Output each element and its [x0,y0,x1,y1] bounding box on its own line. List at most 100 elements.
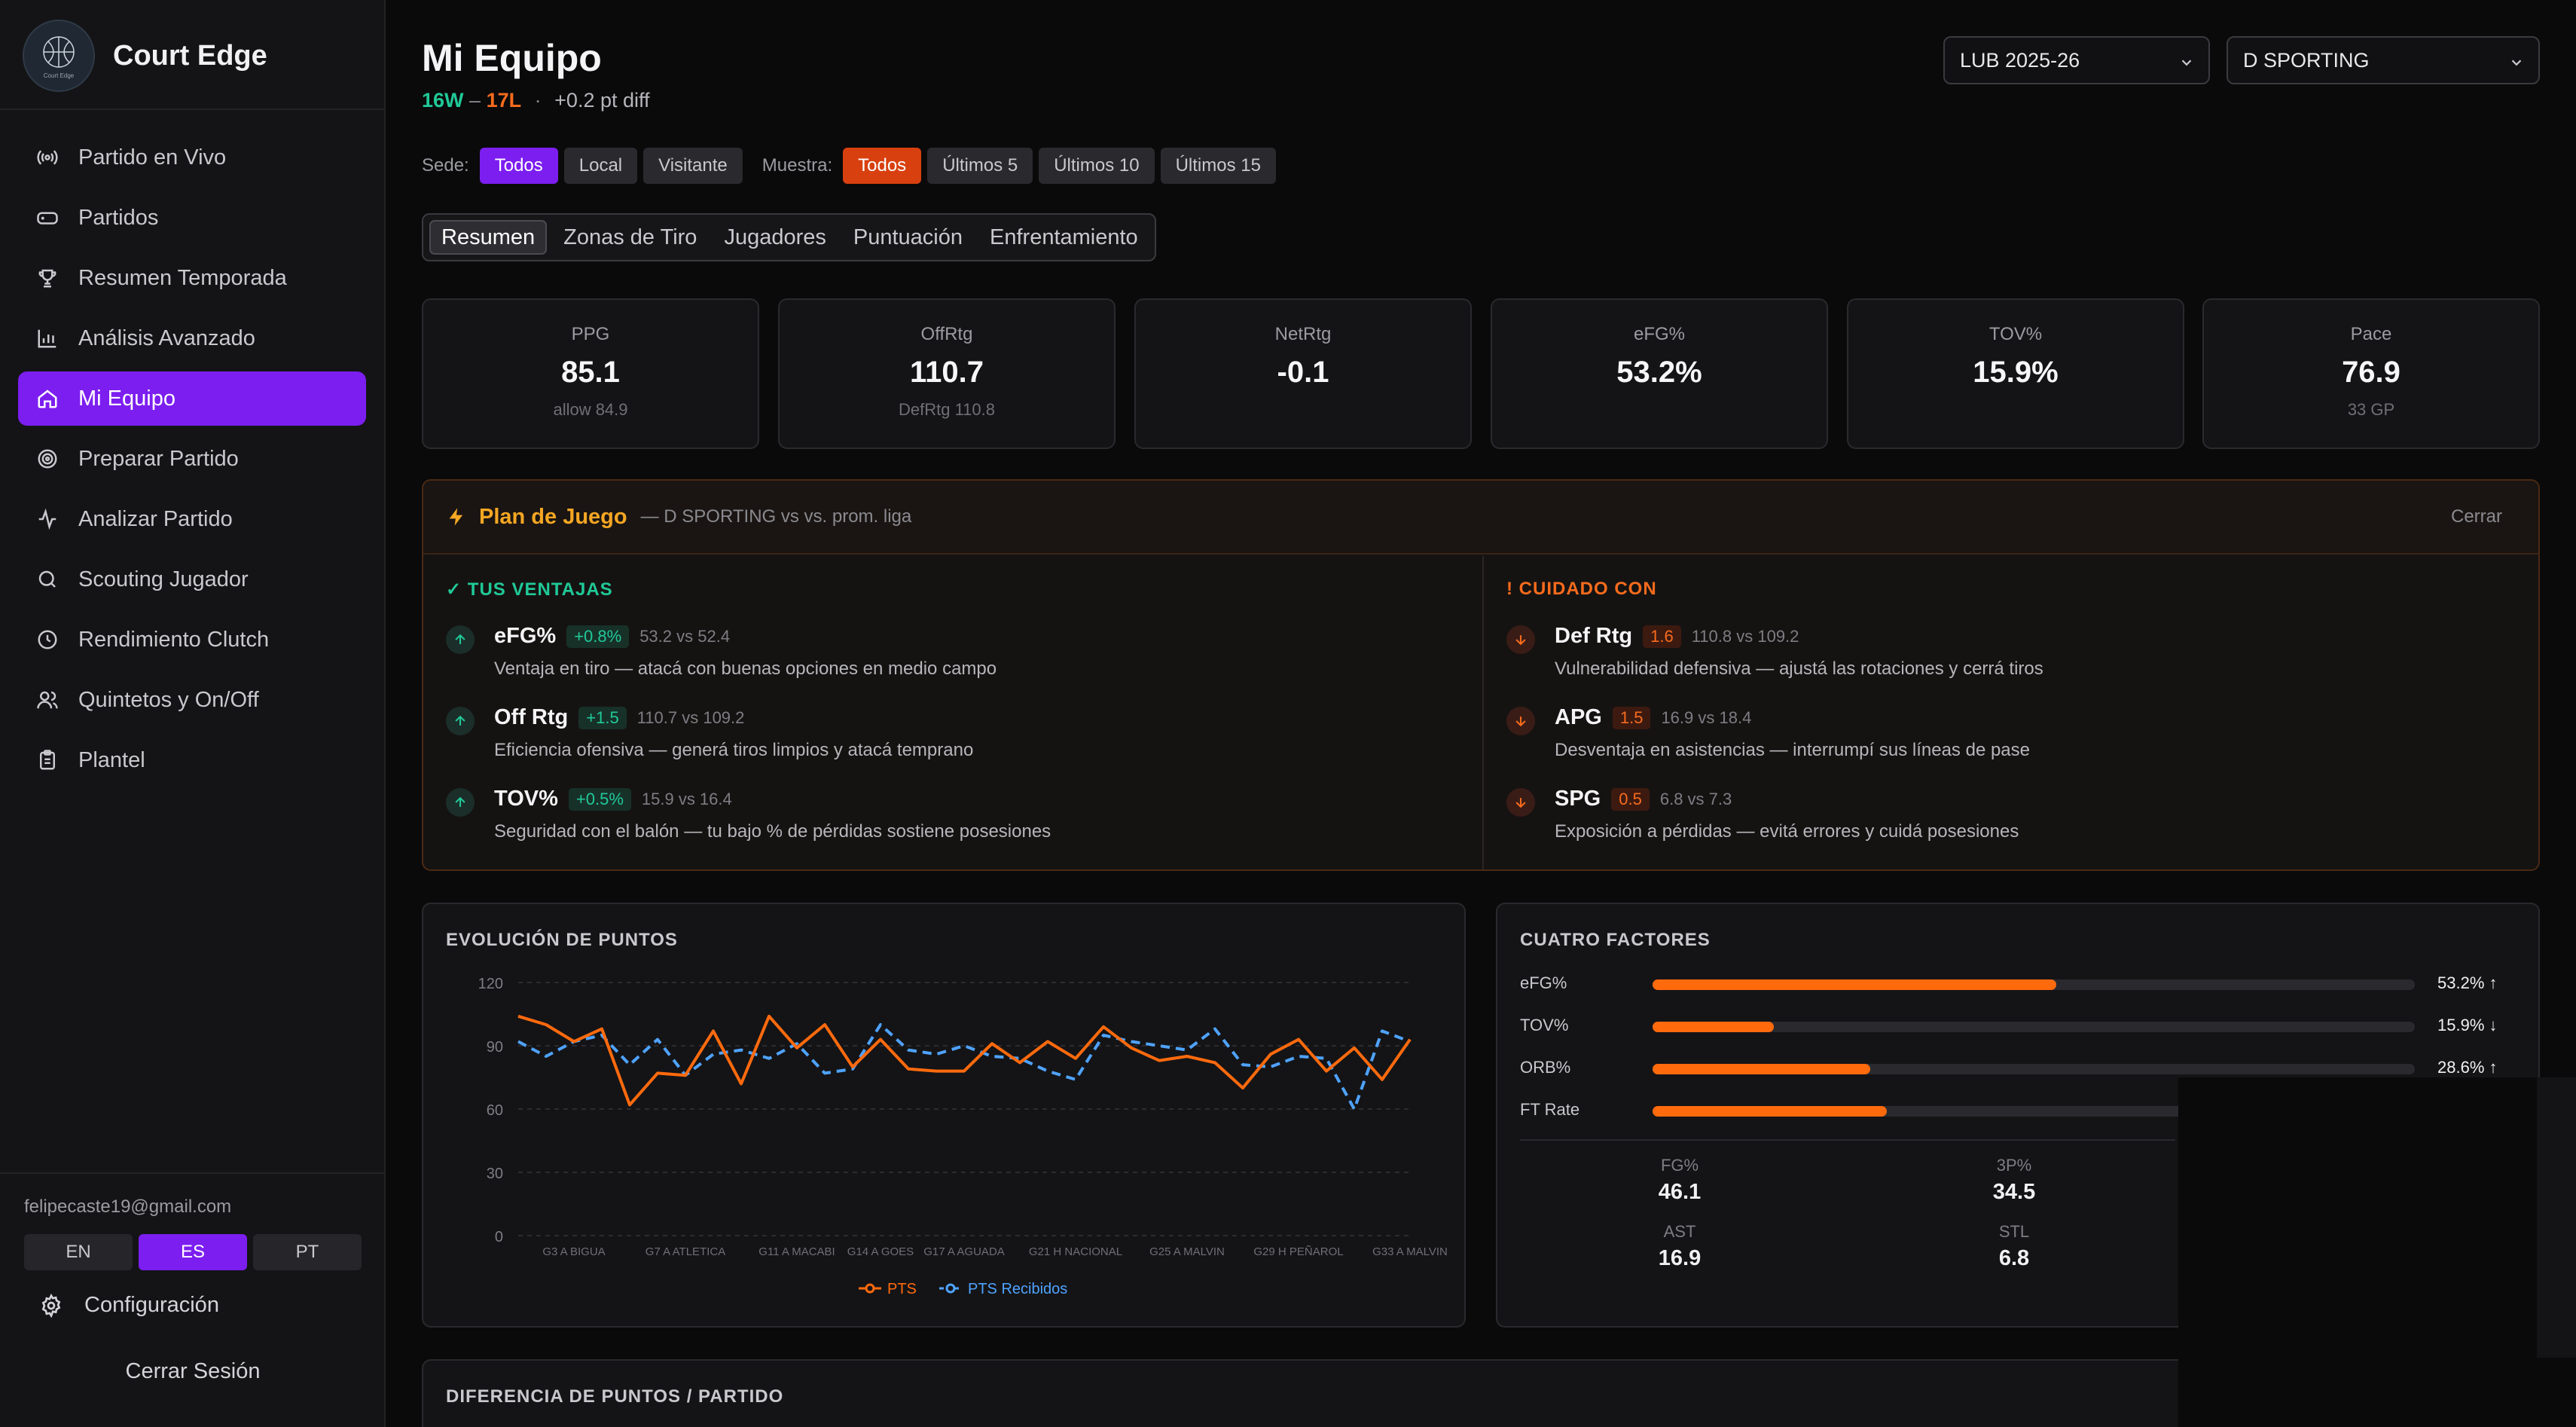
tab-zonas-de-tiro[interactable]: Zonas de Tiro [563,225,697,249]
sidebar-item-label: Análisis Avanzado [78,325,255,350]
venue-todos-chip[interactable]: Todos [479,148,558,184]
tab-resumen[interactable]: Resumen [429,220,548,255]
main-content: Mi Equipo 16W – 17L · +0.2 pt diff LUB 2… [386,0,2576,1427]
trophy-icon [38,269,56,288]
sidebar-item-analizar-partido[interactable]: Analizar Partido [18,492,366,546]
sidebar-item-rendimiento-clutch[interactable]: Rendimiento Clutch [18,613,366,667]
stat-card-tov: TOV% 15.9% [1847,298,2184,449]
venue-local-chip[interactable]: Local [563,148,638,184]
tab-puntuacion[interactable]: Puntuación [853,225,963,249]
factor-track [1653,1022,2415,1032]
caution-desc: Vulnerabilidad defensiva — ajustá las ro… [1555,658,2043,679]
caution-name-text: SPG [1555,787,1601,811]
cautions-title: ! CUIDADO CON [1506,579,1657,599]
x-tick-label: G33 A MALVIN [1372,1245,1448,1258]
lang-en-button[interactable]: EN [24,1234,133,1270]
filters-bar: Sede: Todos Local Visitante Muestra: Tod… [422,148,1276,184]
legend-label: PTS [887,1281,917,1297]
small-stat-value: 46.1 [1658,1180,1702,1204]
sidebar-item-label: Rendimiento Clutch [78,627,270,652]
team-select[interactable]: D SPORTING [2227,36,2540,84]
close-button[interactable]: Cerrar [2450,506,2502,527]
x-tick-label: G29 H PEÑAROL [1253,1245,1343,1258]
caution-name: APG 1.5 16.9 vs 18.4 [1555,705,1751,730]
lang-pt-button[interactable]: PT [253,1234,362,1270]
tab-jugadores[interactable]: Jugadores [724,225,826,249]
lang-es-button[interactable]: ES [139,1234,247,1270]
small-stat-ast: AST 16.9 [1567,1222,1793,1271]
caution-compare: 110.8 vs 109.2 [1691,627,1799,646]
factor-label: ORB% [1520,1058,1571,1077]
tab-bar: Resumen Zonas de Tiro Jugadores Puntuaci… [422,213,1156,261]
caution-name: SPG 0.5 6.8 vs 7.3 [1555,787,1732,811]
settings-button[interactable]: Configuración [39,1293,219,1318]
caution-name-text: APG [1555,705,1602,729]
sidebar-item-label: Analizar Partido [78,506,233,531]
advantages-column: ✓ TUS VENTAJAS eFG% +0.8% 53.2 vs 52.4 Ven… [423,556,1481,869]
factor-track [1653,979,2415,990]
sidebar-item-label: Scouting Jugador [78,567,249,591]
advantage-badge: +0.5% [568,788,631,811]
caution-name: Def Rtg 1.6 110.8 vs 109.2 [1555,624,1799,649]
sidebar-nav: Partido en Vivo Partidos Resumen Tempora… [18,130,366,793]
stat-value: 53.2% [1616,356,1702,389]
card-title: EVOLUCIÓN DE PUNTOS [446,930,678,950]
clipboard-icon [40,750,55,770]
stat-sub: DefRtg 110.8 [898,400,995,419]
sidebar-item-partidos[interactable]: Partidos [18,191,366,245]
factor-value: 15.9% ↓ [2437,1016,2498,1034]
advantage-name-text: eFG% [494,624,557,648]
sidebar-item-resumen-temporada[interactable]: Resumen Temporada [18,251,366,305]
legend-label: PTS Recibidos [968,1281,1067,1297]
legend-marker [945,1283,956,1294]
activity-icon [38,508,56,530]
sample-last5-chip[interactable]: Últimos 5 [927,148,1033,184]
sidebar-item-preparar-partido[interactable]: Preparar Partido [18,432,366,486]
sidebar-item-label: Resumen Temporada [78,265,287,290]
divider [1520,1139,2175,1141]
gamepad-icon [37,212,58,225]
search-icon [38,570,56,588]
dot-separator: · [534,89,542,112]
sidebar-item-plantel[interactable]: Plantel [18,733,366,787]
sidebar-item-label: Plantel [78,747,145,772]
tab-enfrentamiento[interactable]: Enfrentamiento [990,225,1138,249]
stat-sub: 33 GP [2347,400,2395,419]
y-tick-label: 30 [487,1166,503,1182]
language-switcher: EN ES PT [24,1234,362,1270]
series-line-pts-recibidos [517,1023,1411,1111]
game-plan-title: Plan de Juego [479,504,627,529]
factor-value: 28.6% ↑ [2437,1058,2498,1077]
stat-card-efg: eFG% 53.2% [1491,298,1828,449]
settings-label: Configuración [84,1293,219,1317]
logout-button[interactable]: Cerrar Sesión [125,1359,261,1383]
sidebar-item-scouting-jugador[interactable]: Scouting Jugador [18,552,366,607]
sidebar-item-analisis-avanzado[interactable]: Análisis Avanzado [18,311,366,365]
small-stat-label: STL [1998,1222,2030,1241]
stat-card-ppg: PPG 85.1 allow 84.9 [422,298,759,449]
advantage-name: eFG% +0.8% 53.2 vs 52.4 [494,624,730,649]
stat-value: 76.9 [2342,356,2401,389]
sidebar-item-partido-en-vivo[interactable]: Partido en Vivo [18,130,366,185]
page-title: Mi Equipo [422,37,602,79]
lightning-icon [449,508,463,526]
cautions-column: ! CUIDADO CON Def Rtg 1.6 110.8 vs 109.2 V… [1482,556,2538,869]
sample-last15-chip[interactable]: Últimos 15 [1160,148,1276,184]
factor-row-tov: TOV% 15.9% ↓ [1520,1016,2514,1038]
stat-value: 15.9% [1973,356,2059,389]
sidebar-item-mi-equipo[interactable]: Mi Equipo [18,371,366,426]
sidebar-item-quintetos[interactable]: Quintetos y On/Off [18,673,366,727]
sample-todos-chip[interactable]: Todos [843,148,922,184]
stat-sub: allow 84.9 [553,400,628,419]
home-icon [38,390,57,408]
overlay-panel [2178,1077,2576,1427]
advantage-name: TOV% +0.5% 15.9 vs 16.4 [494,787,732,811]
caution-badge: 1.5 [1612,707,1651,730]
season-select[interactable]: LUB 2025-26 [1943,36,2210,84]
brand[interactable]: Court Edge Court Edge [23,20,267,92]
chevron-down-icon [2181,60,2192,66]
venue-visitante-chip[interactable]: Visitante [643,148,743,184]
overlay-edge [2537,1077,2576,1358]
y-tick-label: 60 [487,1102,503,1119]
sample-last10-chip[interactable]: Últimos 10 [1039,148,1155,184]
